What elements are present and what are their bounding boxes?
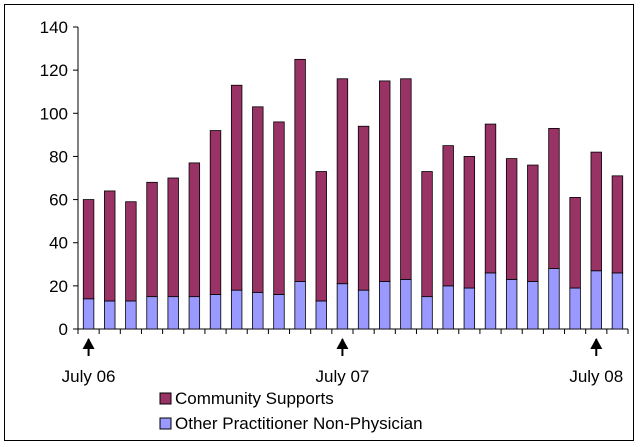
bar-community-supports [315, 171, 327, 302]
bar-other-practitioner [146, 296, 158, 330]
bar-other-practitioner [125, 300, 137, 330]
y-ticks: 0 20 40 60 80 100 120 140 [40, 18, 78, 339]
bar-community-supports [357, 125, 370, 291]
bar-community-supports [505, 158, 518, 280]
y-tick-label: 0 [59, 320, 68, 339]
bar-other-practitioner [505, 278, 518, 330]
annotation-marker: July 08 [569, 338, 623, 386]
bar-other-practitioner [294, 281, 306, 330]
bar-community-supports [569, 197, 581, 289]
bar-community-supports [104, 190, 116, 302]
annotation-label: July 06 [62, 367, 116, 386]
bar-other-practitioner [273, 294, 285, 330]
bar-community-supports [463, 156, 476, 289]
bar-other-practitioner [421, 296, 433, 330]
bar-other-practitioner [167, 296, 179, 330]
bar-other-practitioner [357, 289, 370, 330]
y-tick-label: 40 [49, 234, 68, 253]
bar-other-practitioner [104, 300, 116, 330]
bar-community-supports [442, 145, 454, 287]
legend-label-other-practitioner: Other Practitioner Non-Physician [175, 414, 423, 433]
legend-label-community-supports: Community Supports [175, 389, 334, 408]
legend: Community Supports Other Practitioner No… [159, 389, 423, 433]
bar-community-supports [125, 201, 137, 302]
annotations: July 06 July 07 July 08 [62, 338, 623, 386]
legend-swatch-community-supports [159, 392, 172, 405]
bar-community-supports [421, 171, 433, 298]
annotation-arrow-head [82, 338, 95, 349]
annotation-marker: July 07 [315, 338, 369, 386]
bar-other-practitioner [463, 287, 476, 330]
y-tick-label: 100 [40, 104, 68, 123]
bar-community-supports [209, 130, 222, 295]
bar-community-supports [294, 58, 306, 282]
bar-other-practitioner [442, 285, 454, 330]
bar-community-supports [527, 164, 539, 282]
bar-other-practitioner [82, 298, 95, 330]
bar-community-supports [82, 199, 95, 300]
bar-community-supports [548, 127, 560, 269]
y-tick-label: 20 [49, 277, 68, 296]
annotation-label: July 07 [315, 367, 369, 386]
bar-other-practitioner [484, 272, 497, 330]
bar-other-practitioner [315, 300, 327, 330]
bar-community-supports [252, 106, 264, 293]
bar-community-supports [146, 181, 158, 298]
bars [82, 58, 624, 330]
bar-other-practitioner [209, 294, 222, 330]
bar-other-practitioner [188, 296, 201, 330]
y-tick-label: 140 [40, 18, 68, 37]
bar-other-practitioner [548, 268, 560, 330]
y-tick-label: 120 [40, 61, 68, 80]
bar-community-supports [167, 177, 179, 298]
bar-other-practitioner [230, 289, 243, 330]
bar-other-practitioner [569, 287, 581, 330]
annotation-marker: July 06 [62, 338, 116, 386]
x-ticks [77, 329, 629, 334]
bar-other-practitioner [336, 283, 349, 330]
y-tick-label: 80 [49, 147, 68, 166]
annotation-arrow-head [336, 338, 349, 349]
bar-community-supports [400, 78, 412, 280]
y-tick-label: 60 [49, 191, 68, 210]
bar-other-practitioner [590, 270, 602, 330]
annotation-label: July 08 [569, 367, 623, 386]
bar-community-supports [230, 84, 243, 291]
legend-swatch-other-practitioner [159, 417, 172, 430]
bar-community-supports [336, 78, 349, 285]
bar-other-practitioner [379, 281, 391, 330]
bar-community-supports [273, 121, 285, 295]
bar-other-practitioner [611, 272, 624, 330]
annotation-arrow-head [590, 338, 603, 349]
bar-other-practitioner [400, 278, 412, 330]
bar-community-supports [611, 175, 624, 274]
bar-community-supports [379, 80, 391, 282]
bar-other-practitioner [527, 281, 539, 330]
axes [77, 27, 628, 330]
bar-community-supports [188, 162, 201, 298]
bar-community-supports [484, 123, 497, 274]
bar-community-supports [590, 151, 602, 272]
bar-other-practitioner [252, 291, 264, 330]
